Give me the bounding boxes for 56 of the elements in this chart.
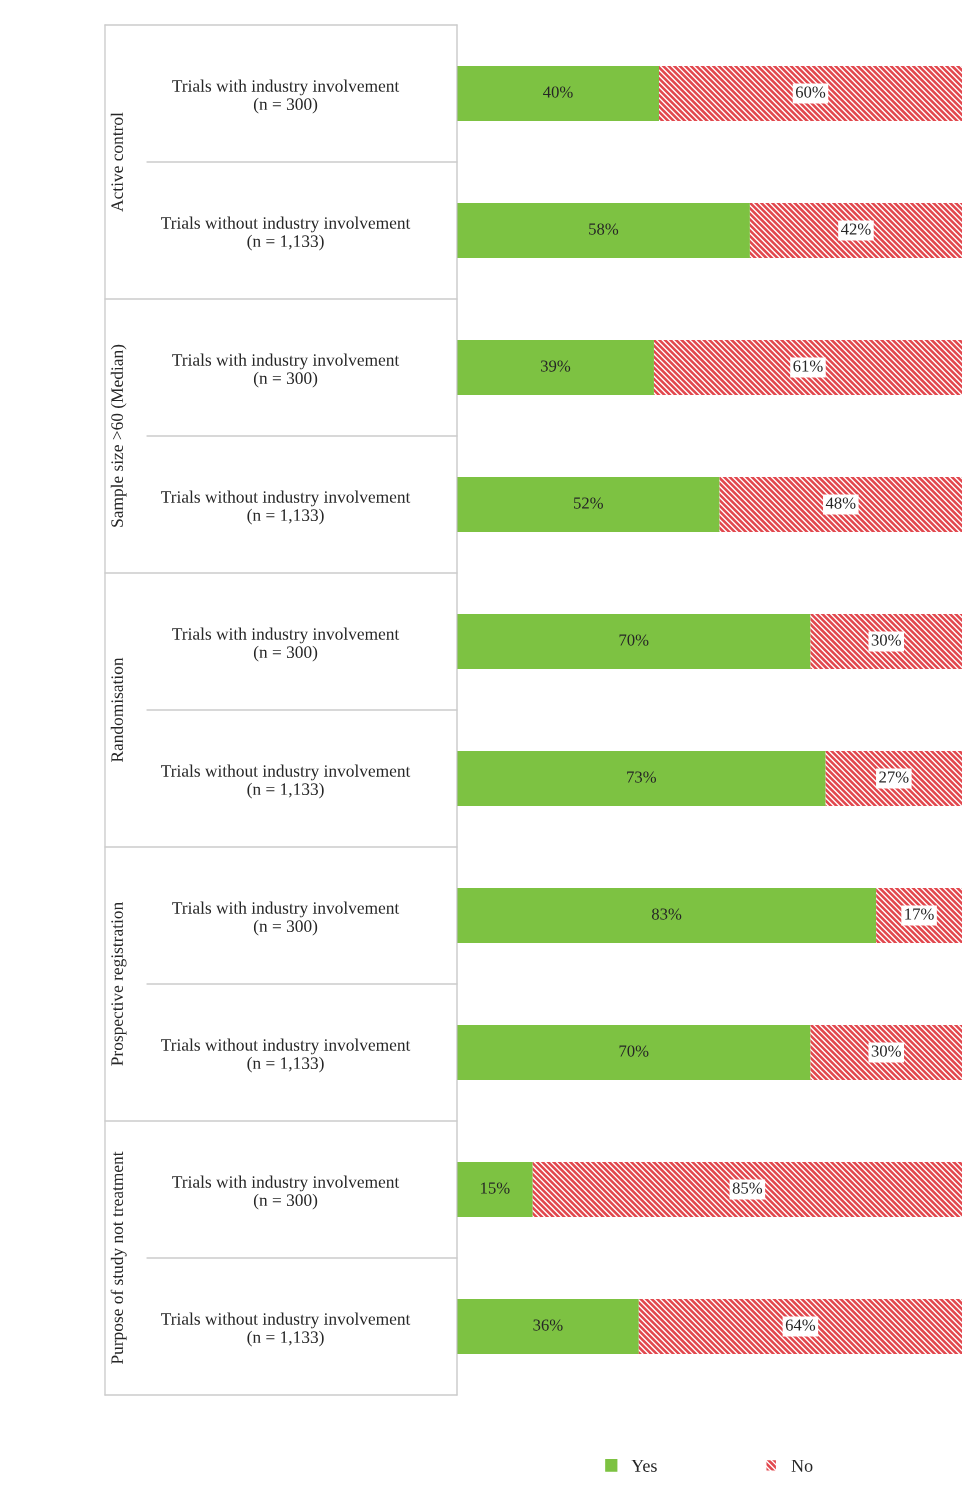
- data-label: 61%: [793, 360, 823, 372]
- data-label: 83%: [651, 908, 682, 920]
- data-label: 42%: [841, 223, 871, 235]
- data-label: 17%: [905, 908, 934, 920]
- text: Randomisation: [110, 657, 123, 763]
- data-label: 36%: [533, 1319, 563, 1331]
- bar: [659, 66, 962, 121]
- data-label: 70%: [619, 634, 649, 646]
- legend-label: Yes: [631, 1459, 657, 1472]
- bar: [457, 751, 826, 806]
- bar: [457, 1025, 811, 1080]
- data-label: 58%: [589, 223, 619, 235]
- bar: [457, 888, 877, 943]
- data-label: 60%: [795, 86, 826, 98]
- y-tick-label: Trials without industry involvement (n = 1,133): [161, 1312, 411, 1347]
- data-label: 27%: [879, 771, 909, 783]
- bar: [457, 66, 659, 121]
- y-tick-label: Trials with industry involvement (n = 300): [172, 353, 400, 388]
- y-tick-label: Trials with industry involvement (n = 300): [172, 79, 400, 114]
- bar: [825, 751, 962, 806]
- bar: [810, 1025, 962, 1080]
- bar: [457, 1162, 533, 1217]
- bar: [457, 203, 750, 258]
- bar: [457, 614, 811, 669]
- data-label: 40%: [543, 86, 573, 98]
- legend-label: No: [791, 1459, 813, 1472]
- y-tick-label: Trials with industry involvement (n = 300): [172, 1175, 400, 1210]
- bar: [457, 340, 654, 395]
- y-tick-label: Trials without industry involvement (n = 1,133): [161, 764, 411, 799]
- y-tick-label: Trials with industry involvement (n = 300): [172, 901, 400, 936]
- y-tick-label: Trials without industry involvement (n = 1,133): [161, 216, 411, 251]
- bar: [719, 477, 962, 532]
- data-label: 73%: [627, 771, 657, 783]
- bar: [810, 614, 962, 669]
- data-label: 64%: [785, 1319, 816, 1331]
- text: Active control: [110, 112, 123, 212]
- text: Prospective registration: [111, 902, 127, 1066]
- y-tick-label: Trials without industry involvement (n = 1,133): [161, 490, 411, 525]
- text: Purpose of study not treatment: [110, 1151, 127, 1365]
- data-label: 30%: [871, 1045, 901, 1057]
- bar: [653, 340, 962, 395]
- data-label: 70%: [619, 1045, 649, 1057]
- y-tick-label: Trials without industry involvement (n = 1,133): [161, 1038, 411, 1073]
- y-tick-label: Trials with industry involvement (n = 300): [172, 627, 400, 662]
- bar: [457, 1299, 639, 1354]
- bar: [638, 1299, 962, 1354]
- data-label: 39%: [541, 360, 571, 372]
- data-label: 52%: [573, 497, 604, 509]
- bar: [457, 477, 720, 532]
- bar: [749, 203, 962, 258]
- data-label: 15%: [481, 1182, 510, 1194]
- data-label: 48%: [825, 497, 856, 509]
- text: Sample size >60 (Median): [110, 344, 127, 527]
- data-label: 85%: [732, 1182, 763, 1194]
- data-label: 30%: [871, 634, 901, 646]
- bar: [532, 1162, 962, 1217]
